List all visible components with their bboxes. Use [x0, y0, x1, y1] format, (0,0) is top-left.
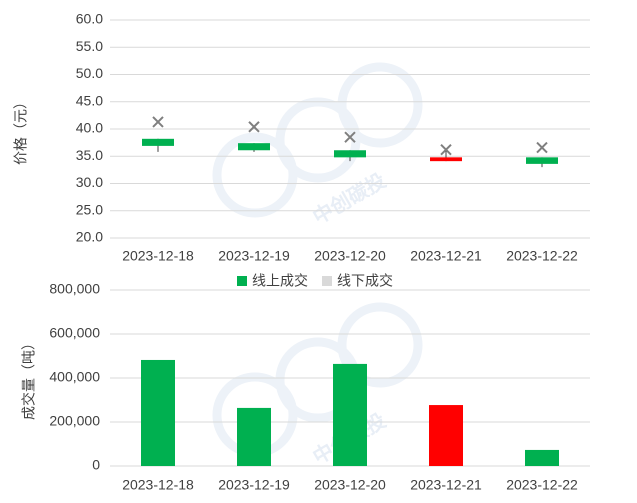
y-tick-label: 50.0: [76, 65, 103, 81]
x-tick-label: 2023-12-19: [218, 477, 290, 493]
offline-marker: [536, 141, 548, 154]
y-tick-label: 60.0: [76, 11, 103, 27]
x-tick-label: 2023-12-21: [410, 248, 482, 264]
candle-body: [526, 157, 558, 164]
y-tick-label: 35.0: [76, 147, 103, 163]
legend-swatch: [237, 276, 247, 286]
candle-body: [142, 138, 174, 146]
offline-marker: [440, 144, 452, 156]
y-tick-label: 800,000: [49, 281, 100, 297]
x-tick-label: 2023-12-20: [314, 477, 386, 493]
offline-marker: [152, 116, 164, 128]
y-tick-label: 40.0: [76, 120, 103, 136]
y-tick-label: 600,000: [49, 325, 100, 341]
y-tick-label: 55.0: [76, 38, 103, 54]
candle-body: [334, 150, 366, 158]
y-tick-label: 0: [92, 457, 100, 473]
y-tick-label: 400,000: [49, 369, 100, 385]
offline-marker: [248, 121, 260, 133]
legend-label: 线下成交: [337, 273, 393, 289]
x-tick-label: 2023-12-19: [218, 248, 290, 264]
x-tick-label: 2023-12-21: [410, 477, 482, 493]
bar: [237, 407, 271, 466]
candle-body: [430, 157, 462, 162]
y-axis-label: 成交量（吨）: [21, 336, 37, 420]
offline-marker: [344, 131, 356, 143]
bar: [525, 449, 559, 466]
bar: [429, 405, 463, 466]
bar: [333, 363, 367, 466]
y-tick-label: 20.0: [76, 229, 103, 245]
candle-body: [238, 143, 270, 151]
x-tick-label: 2023-12-20: [314, 248, 386, 264]
y-axis-label: 价格（元）: [13, 95, 29, 165]
y-tick-label: 200,000: [49, 413, 100, 429]
y-tick-label: 25.0: [76, 201, 103, 217]
y-tick-label: 45.0: [76, 92, 103, 108]
bar: [141, 359, 175, 466]
y-tick-label: 30.0: [76, 174, 103, 190]
x-tick-label: 2023-12-18: [122, 477, 194, 493]
legend-swatch: [322, 276, 332, 286]
x-tick-label: 2023-12-22: [506, 477, 578, 493]
legend-label: 线上成交: [252, 273, 308, 289]
x-tick-label: 2023-12-22: [506, 248, 578, 264]
x-tick-label: 2023-12-18: [122, 248, 194, 264]
